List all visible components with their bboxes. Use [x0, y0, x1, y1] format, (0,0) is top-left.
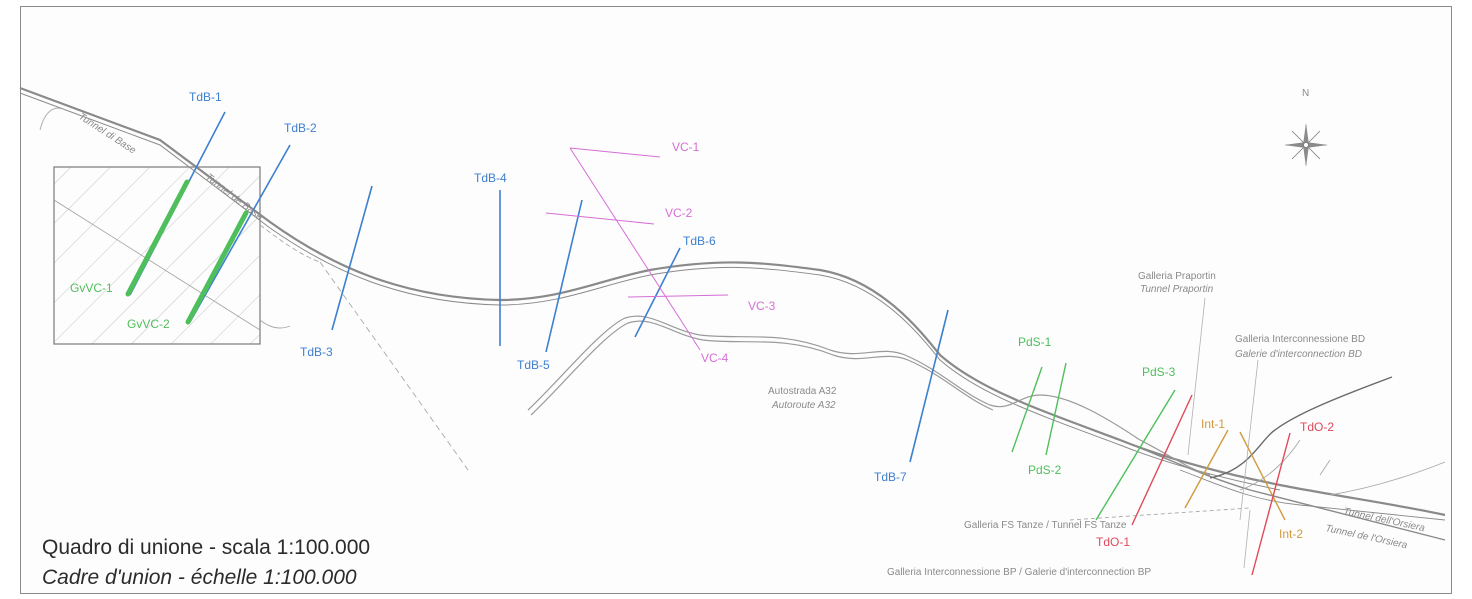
label-a32-fr: Autoroute A32: [771, 400, 836, 411]
autostrada-a32: [527, 315, 1211, 476]
tdo-sections: [1131, 394, 1291, 576]
label-praportin-fr: Tunnel Praportin: [1140, 284, 1214, 295]
label-fs-tanze: Galleria FS Tanze / Tunnel FS Tanze: [964, 520, 1127, 531]
label-int-1: Int-1: [1201, 417, 1225, 431]
label-vc-2: VC-2: [665, 206, 693, 220]
int-sections: [1184, 429, 1286, 521]
label-tdb-1: TdB-1: [189, 90, 222, 104]
label-praportin-it: Galleria Praportin: [1138, 271, 1216, 282]
leader-lines: [1187, 297, 1259, 569]
label-tdb-5: TdB-5: [517, 358, 550, 372]
label-vc-4: VC-4: [701, 351, 729, 365]
label-int-2: Int-2: [1279, 527, 1303, 541]
label-tdb-6: TdB-6: [683, 234, 716, 248]
label-vc-1: VC-1: [672, 140, 700, 154]
label-interconn-bd-it: Galleria Interconnessione BD: [1235, 334, 1365, 345]
gvvc-sections: [125, 179, 249, 325]
north-label: N: [1302, 88, 1309, 99]
label-pds-1: PdS-1: [1018, 335, 1052, 349]
label-tdb-4: TdB-4: [474, 171, 507, 185]
caption-italian: Quadro di unione - scala 1:100.000: [42, 536, 371, 559]
label-tdb-3: TdB-3: [300, 345, 333, 359]
pds-sections: [1011, 362, 1176, 521]
compass-rose-icon: [1284, 123, 1328, 167]
label-vc-3: VC-3: [748, 299, 776, 313]
vc-sections: [545, 147, 729, 351]
label-gvvc-2: GvVC-2: [127, 317, 170, 331]
secondary-lines: [39, 107, 1446, 521]
label-tdb-2: TdB-2: [284, 121, 317, 135]
label-pds-2: PdS-2: [1028, 463, 1062, 477]
label-gvvc-1: GvVC-1: [70, 281, 113, 295]
label-tdo-2: TdO-2: [1300, 420, 1334, 434]
label-tunnel-base-1: Tunnel di Base: [76, 111, 138, 156]
label-interconn-bp: Galleria Interconnessione BP / Galerie d…: [887, 567, 1151, 578]
label-a32-it: Autostrada A32: [768, 386, 837, 397]
caption-french: Cadre d'union - échelle 1:100.000: [42, 566, 357, 589]
map-caption: Quadro di unione - scala 1:100.000 Cadre…: [42, 533, 370, 593]
label-pds-3: PdS-3: [1142, 365, 1176, 379]
label-interconn-bd-fr: Galerie d'interconnection BD: [1235, 349, 1362, 360]
label-tdb-7: TdB-7: [874, 470, 907, 484]
label-tdo-1: TdO-1: [1096, 535, 1130, 549]
